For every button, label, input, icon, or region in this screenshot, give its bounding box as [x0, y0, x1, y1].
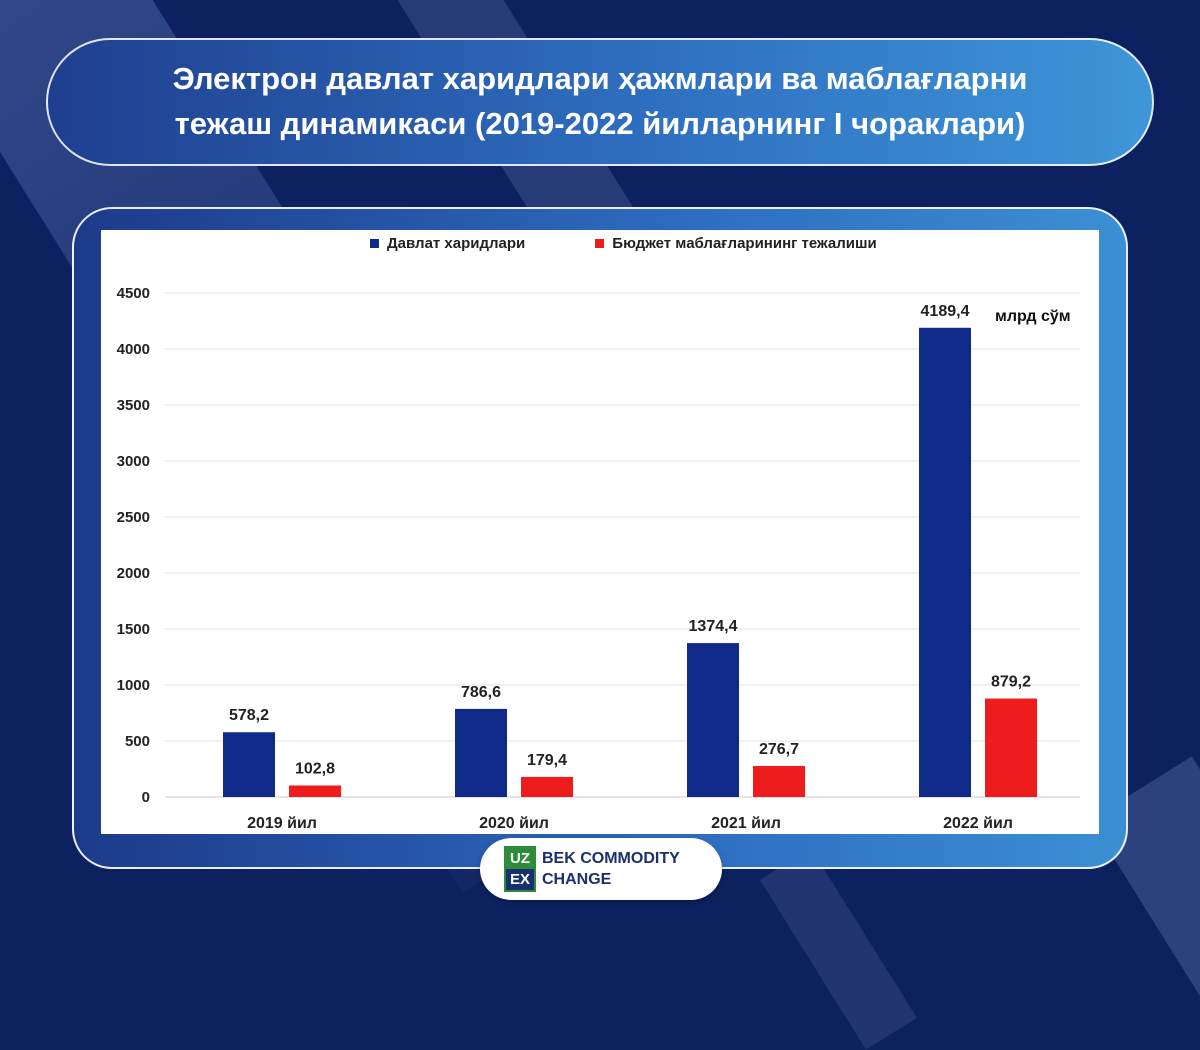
y-tick-label: 1500	[117, 621, 150, 638]
x-tick-label: 2020 йил	[479, 815, 549, 832]
logo-wordmark: BEK COMMODITY CHANGE	[542, 848, 680, 890]
data-label: 1374,4	[689, 618, 738, 635]
data-label: 102,8	[295, 760, 335, 777]
y-tick-label: 4000	[117, 341, 150, 358]
legend-item-savings: Бюджет маблағларининг тежалиши	[595, 234, 877, 252]
y-tick-label: 2500	[117, 509, 150, 526]
page-title: Электрон давлат харидлари ҳажмлари ва ма…	[100, 57, 1100, 147]
data-label: 578,2	[229, 707, 269, 724]
logo-mark-top: UZ	[506, 848, 534, 869]
data-label: 179,4	[527, 752, 567, 769]
x-tick-label: 2021 йил	[711, 815, 781, 832]
legend-swatch-savings	[595, 238, 605, 248]
chart-legend: Давлат харидлари Бюджет маблағларининг т…	[370, 233, 877, 253]
title-line-2: тежаш динамикаси (2019-2022 йилларнинг I…	[174, 106, 1026, 141]
data-label: 276,7	[759, 741, 799, 758]
y-tick-label: 3000	[117, 453, 150, 470]
y-tick-label: 500	[125, 733, 150, 750]
y-tick-label: 4500	[117, 285, 150, 302]
bar	[521, 776, 573, 797]
legend-label-savings: Бюджет маблағларининг тежалиши	[612, 234, 877, 252]
legend-label-procurement: Давлат харидлари	[387, 234, 526, 252]
bar	[919, 327, 971, 797]
legend-swatch-procurement	[370, 238, 379, 248]
bar	[455, 708, 507, 797]
data-label: 879,2	[991, 674, 1031, 691]
bar	[753, 766, 805, 797]
y-tick-label: 2000	[117, 565, 150, 582]
uzex-logo: UZ EX BEK COMMODITY CHANGE	[480, 838, 722, 900]
data-label: 4189,4	[921, 303, 970, 320]
bar	[687, 643, 739, 797]
y-tick-label: 0	[142, 789, 150, 806]
x-tick-label: 2022 йил	[943, 815, 1013, 832]
y-tick-label: 1000	[117, 677, 150, 694]
logo-word-2: CHANGE	[542, 871, 612, 888]
data-label: 786,6	[461, 684, 501, 701]
title-line-1: Электрон давлат харидлари ҳажмлари ва ма…	[172, 61, 1028, 97]
legend-item-procurement: Давлат харидлари	[370, 235, 525, 252]
title-banner: Электрон давлат харидлари ҳажмлари ва ма…	[46, 38, 1154, 166]
logo-mark: UZ EX	[504, 846, 536, 892]
logo-mark-bottom: EX	[506, 869, 534, 890]
x-tick-label: 2019 йил	[247, 815, 317, 832]
bar	[223, 732, 275, 797]
unit-label: млрд сўм	[995, 308, 1071, 325]
bar	[985, 698, 1037, 797]
y-tick-label: 3500	[117, 397, 150, 414]
bar	[289, 785, 341, 797]
logo-word-1: BEK COMMODITY	[542, 850, 680, 867]
bar-chart: 0 500 1000 1500 2000 2500 3000 3500 4000 4500 578,…	[117, 285, 1080, 832]
